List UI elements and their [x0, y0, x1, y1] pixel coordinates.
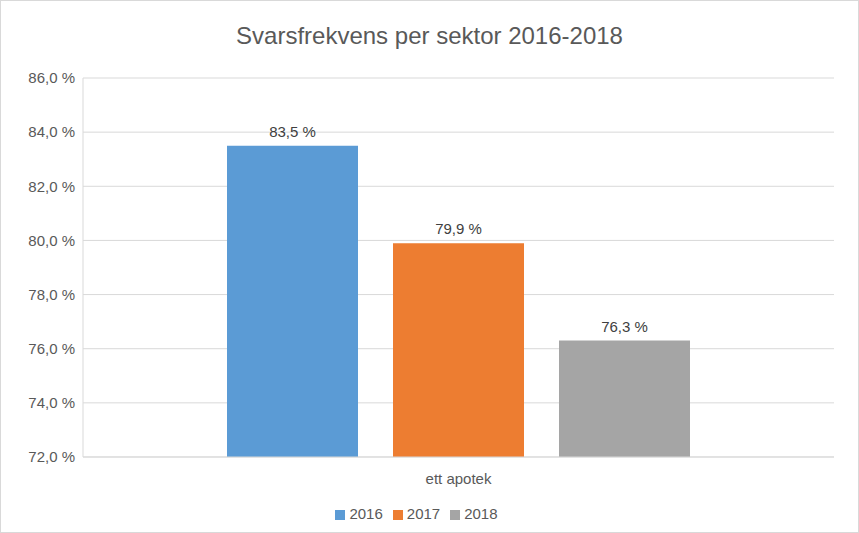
svg-text:82,0 %: 82,0 %: [28, 178, 75, 195]
svg-text:84,0 %: 84,0 %: [28, 123, 75, 140]
html-text:2016: 2016: [349, 505, 383, 522]
svg-text:72,0 %: 72,0 %: [28, 448, 75, 465]
svg-text:78,0 %: 78,0 %: [28, 286, 75, 303]
svg-text:74,0 %: 74,0 %: [28, 394, 75, 411]
svg-text:80,0 %: 80,0 %: [28, 232, 75, 249]
html-text:2017: 2017: [406, 505, 441, 522]
svg-text:76,0 %: 76,0 %: [28, 340, 75, 357]
svg-text:79,9 %: 79,9 %: [435, 220, 482, 237]
svg-text:83,5 %: 83,5 %: [269, 123, 316, 140]
html-text:Svarsfrekvens per sektor 2016-: Svarsfrekvens per sektor 2016-2018: [236, 22, 623, 49]
svg-text:86,0 %: 86,0 %: [28, 69, 75, 86]
svg-text:76,3 %: 76,3 %: [601, 318, 648, 335]
html-text:2018: 2018: [464, 505, 498, 522]
svg-text:ett apotek: ett apotek: [426, 470, 492, 487]
